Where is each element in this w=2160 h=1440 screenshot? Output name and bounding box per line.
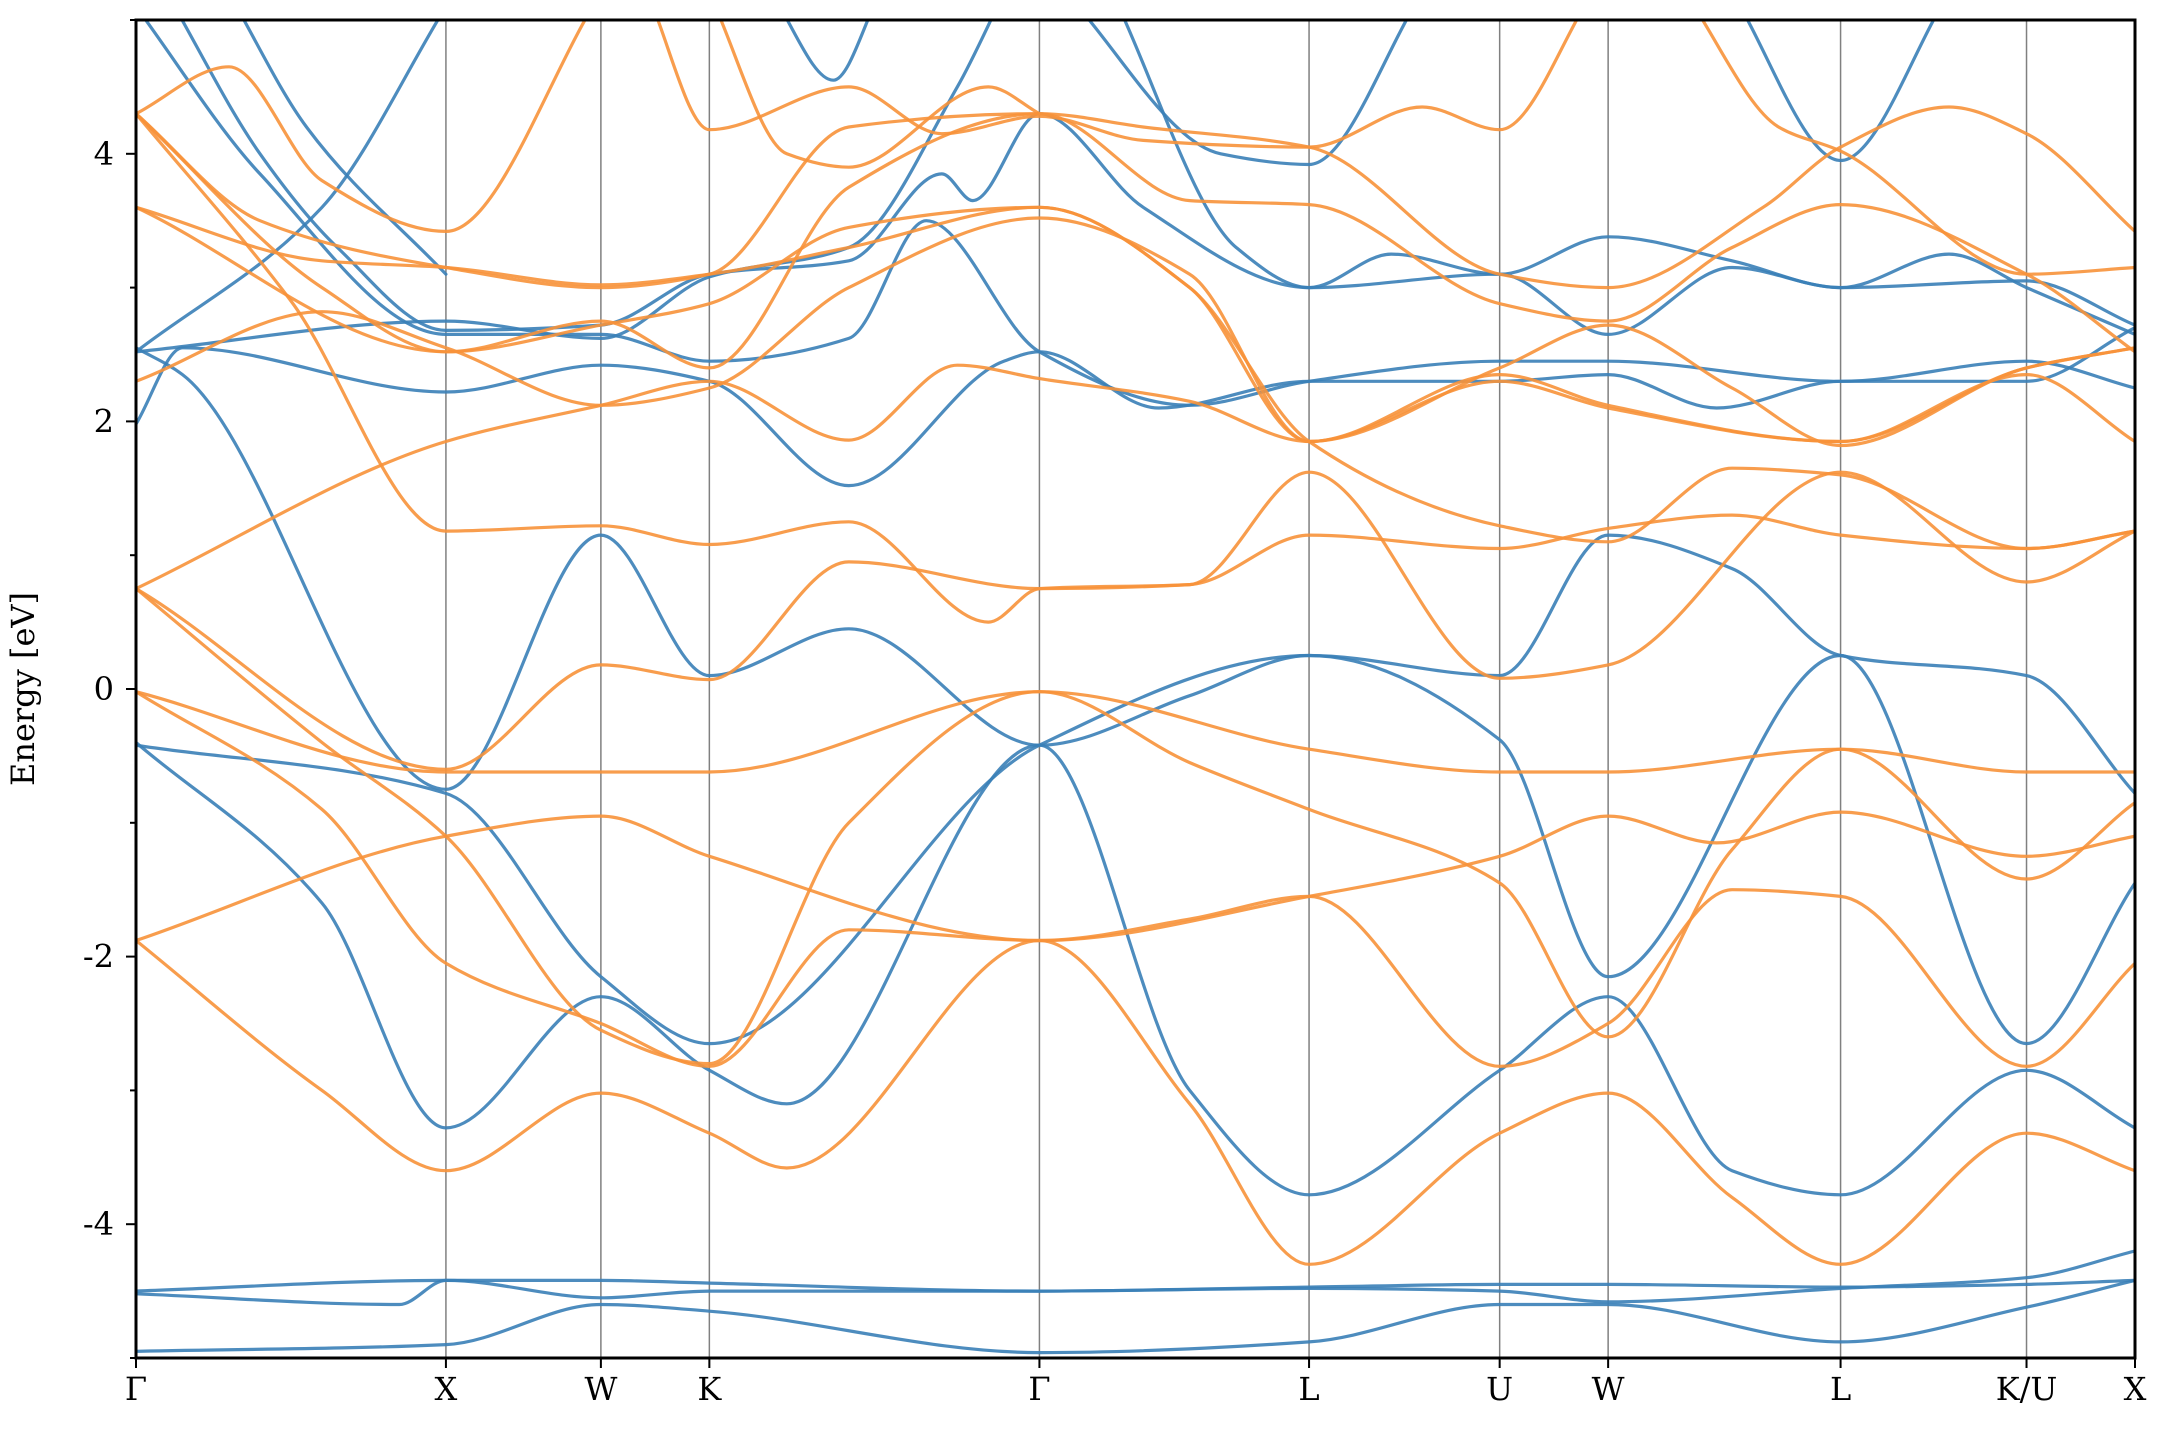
plot-frame — [134, 18, 2137, 1360]
y-tick-label: 0 — [94, 670, 114, 708]
band-line — [136, 20, 440, 354]
band-line — [136, 690, 2135, 1068]
band-line — [136, 470, 2135, 771]
x-tick-label: K/U — [1996, 1370, 2058, 1408]
band-line — [1745, 20, 1936, 163]
band-line — [136, 20, 587, 233]
band-line — [136, 112, 2135, 370]
band-line — [143, 20, 2135, 407]
band-line — [136, 326, 2135, 488]
bands-layer — [136, 20, 2135, 1355]
band-line — [136, 810, 2135, 943]
x-axis: Γ X W K Γ L U W L K/U X — [125, 1358, 2147, 1408]
band-line — [1087, 20, 1409, 167]
x-tick-label: W — [584, 1370, 617, 1408]
band-line — [136, 938, 2135, 1266]
band-line — [719, 20, 1041, 169]
band-line — [136, 112, 2135, 624]
band-line — [656, 20, 1579, 149]
band-line — [136, 363, 2135, 591]
x-tick-label: X — [2124, 1370, 2147, 1408]
band-line — [136, 1278, 2135, 1355]
y-tick-label: -4 — [83, 1205, 114, 1243]
y-tick-label: 2 — [94, 402, 114, 440]
high-symmetry-lines — [445, 20, 2028, 1358]
y-tick-label: 4 — [94, 135, 114, 173]
series-orange — [136, 20, 2135, 1266]
y-axis-label: Energy [eV] — [4, 592, 42, 786]
band-line — [136, 587, 2135, 1066]
band-line — [136, 346, 2135, 795]
band-line — [180, 20, 2135, 336]
band-line — [136, 205, 2135, 551]
band-line — [1122, 20, 2135, 336]
band-line — [242, 20, 448, 276]
x-tick-label: U — [1486, 1370, 1513, 1408]
x-tick-label: Γ — [125, 1370, 147, 1408]
y-tick-label: -2 — [83, 938, 114, 976]
x-tick-label: L — [1830, 1370, 1851, 1408]
x-tick-label: L — [1298, 1370, 1319, 1408]
band-line — [785, 20, 870, 82]
series-blue — [136, 20, 2135, 1355]
x-tick-label: K — [697, 1370, 722, 1408]
x-tick-label: W — [1592, 1370, 1625, 1408]
band-line — [136, 105, 2135, 290]
band-line — [136, 1249, 2135, 1307]
band-line — [136, 216, 2135, 444]
y-axis: -4 -2 0 2 4 — [83, 19, 136, 1359]
x-tick-label: Γ — [1028, 1370, 1050, 1408]
band-line — [136, 653, 2135, 1046]
band-line — [136, 20, 993, 354]
band-line — [1700, 20, 2135, 276]
x-tick-label: X — [435, 1370, 458, 1408]
band-line — [136, 740, 2135, 1197]
